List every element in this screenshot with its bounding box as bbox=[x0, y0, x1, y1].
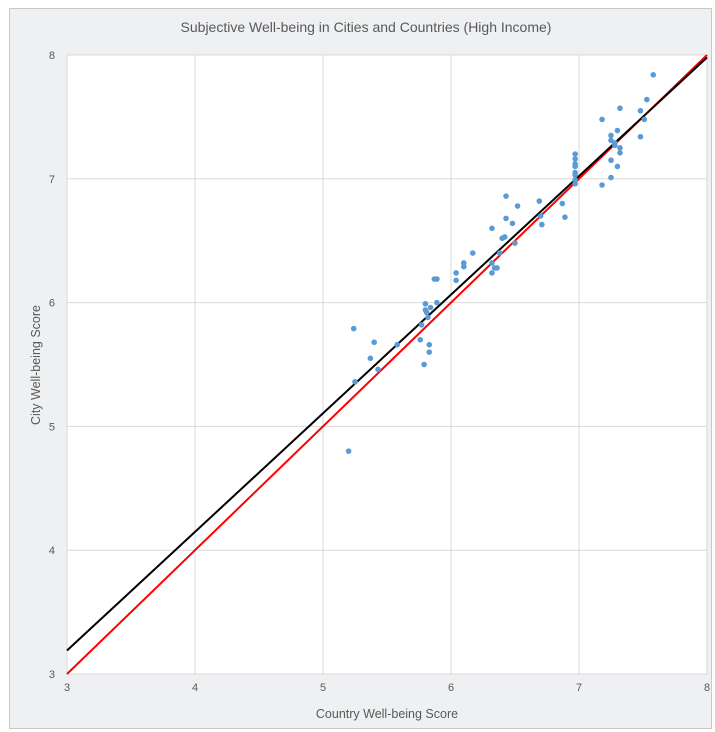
x-tick-label: 8 bbox=[704, 682, 710, 694]
gridlines bbox=[66, 54, 708, 675]
y-tick-label: 4 bbox=[49, 545, 55, 557]
data-point bbox=[352, 379, 358, 385]
data-point bbox=[572, 172, 578, 178]
y-tick-label: 7 bbox=[49, 174, 55, 186]
data-point bbox=[345, 448, 352, 454]
data-point bbox=[417, 336, 424, 343]
data-point bbox=[637, 107, 644, 114]
data-point bbox=[536, 198, 543, 204]
data-point bbox=[503, 193, 509, 199]
data-points bbox=[345, 72, 657, 454]
data-point bbox=[489, 225, 495, 232]
data-point bbox=[617, 150, 623, 156]
data-point bbox=[422, 301, 429, 307]
data-point bbox=[425, 314, 431, 321]
data-point bbox=[501, 234, 508, 240]
data-point bbox=[434, 299, 440, 306]
tick-labels: 3 4 5 6 7 8 3 4 5 6 7 8 bbox=[49, 50, 710, 694]
data-point bbox=[418, 322, 425, 328]
data-point bbox=[375, 366, 381, 373]
data-point bbox=[469, 250, 476, 256]
data-point bbox=[496, 250, 503, 256]
data-point bbox=[489, 270, 495, 276]
data-point bbox=[421, 361, 427, 368]
data-point bbox=[572, 156, 578, 162]
data-point bbox=[503, 215, 509, 222]
data-point bbox=[434, 276, 440, 282]
data-point bbox=[426, 341, 433, 348]
data-point bbox=[371, 339, 378, 346]
data-point bbox=[608, 157, 614, 164]
x-tick-label: 4 bbox=[192, 682, 198, 694]
data-point bbox=[426, 349, 433, 355]
data-point bbox=[350, 325, 357, 332]
data-point bbox=[572, 163, 578, 170]
data-point bbox=[427, 304, 434, 311]
data-point bbox=[641, 116, 648, 123]
data-point bbox=[572, 180, 578, 187]
data-point bbox=[637, 133, 644, 140]
data-point bbox=[453, 277, 459, 284]
x-tick-label: 6 bbox=[448, 682, 454, 694]
data-point bbox=[494, 265, 500, 271]
data-point bbox=[539, 221, 545, 228]
data-point bbox=[608, 132, 614, 139]
data-point bbox=[562, 214, 568, 220]
data-point bbox=[509, 220, 516, 227]
data-point bbox=[423, 309, 430, 316]
y-tick-label: 6 bbox=[49, 298, 55, 310]
y-tick-label: 3 bbox=[49, 669, 55, 681]
data-point bbox=[394, 341, 401, 348]
trend-line bbox=[66, 56, 708, 652]
x-axis-title: Country Well-being Score bbox=[316, 707, 458, 721]
data-point bbox=[617, 145, 623, 151]
data-point bbox=[599, 182, 605, 188]
y-tick-label: 5 bbox=[49, 421, 55, 433]
x-tick-label: 3 bbox=[64, 682, 70, 694]
data-point bbox=[612, 142, 618, 149]
data-point bbox=[644, 96, 650, 103]
y-axis-title: City Well-being Score bbox=[29, 305, 43, 425]
chart-title: Subjective Well-being in Cities and Coun… bbox=[181, 19, 552, 35]
data-point bbox=[559, 200, 566, 207]
data-point bbox=[453, 270, 459, 276]
x-tick-label: 5 bbox=[320, 682, 326, 694]
data-point bbox=[512, 240, 518, 246]
data-point bbox=[537, 213, 544, 219]
data-point bbox=[461, 263, 467, 270]
equality-line bbox=[66, 54, 708, 675]
data-point bbox=[572, 151, 578, 157]
reference-lines bbox=[66, 54, 708, 675]
data-point bbox=[614, 127, 621, 134]
data-point bbox=[614, 163, 621, 170]
data-point bbox=[367, 355, 374, 362]
x-tick-label: 7 bbox=[576, 682, 582, 694]
data-point bbox=[617, 105, 623, 112]
data-point bbox=[608, 174, 614, 181]
data-point bbox=[514, 203, 521, 209]
data-point bbox=[650, 72, 657, 78]
data-point bbox=[489, 260, 495, 266]
y-tick-label: 8 bbox=[49, 50, 55, 62]
data-point bbox=[599, 116, 605, 123]
